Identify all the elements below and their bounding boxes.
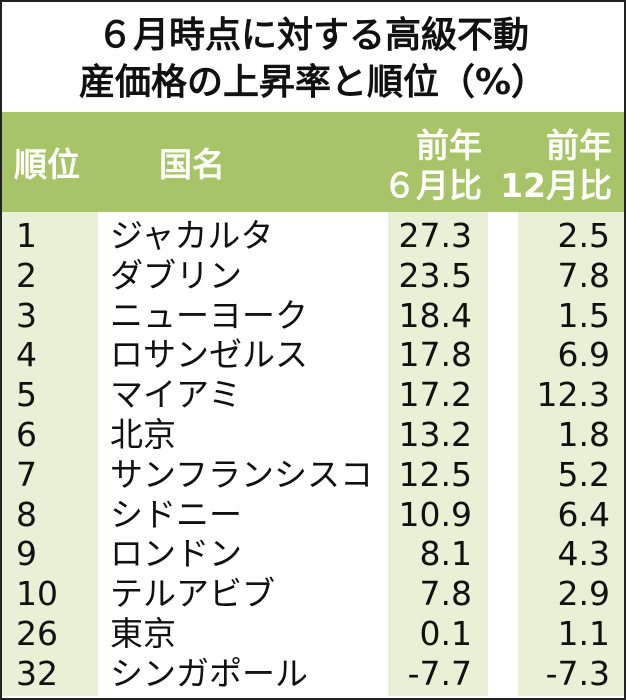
yoy-june-value-cell: 17.8 xyxy=(398,335,472,375)
table-row: 1 ジャカルタ 27.3 2.5 xyxy=(2,216,624,256)
header-yoy-june-line1: 前年 xyxy=(416,126,482,165)
rank-cell: 8 xyxy=(16,494,37,534)
table-body: 1 ジャカルタ 27.3 2.5 2 ダブリン 23.5 7.8 3 ニューヨーク 18.4 1.5 4… xyxy=(2,216,624,694)
yoy-december-value-cell: 7.8 xyxy=(557,255,610,295)
yoy-december-value-cell: 6.9 xyxy=(557,335,610,375)
city-name-cell: ロサンゼルス xyxy=(110,335,308,375)
yoy-december-value-cell: 1.8 xyxy=(557,414,610,454)
table-row: 4 ロサンゼルス 17.8 6.9 xyxy=(2,335,624,375)
yoy-december-value-cell: 1.1 xyxy=(557,613,610,653)
rank-cell: 9 xyxy=(16,534,37,574)
rank-cell: 7 xyxy=(16,454,37,494)
rank-cell: 26 xyxy=(16,613,58,653)
city-name-cell: サンフランシスコ xyxy=(110,454,374,494)
yoy-june-value-cell: 13.2 xyxy=(398,414,472,454)
yoy-december-value-cell: 2.5 xyxy=(557,216,610,255)
yoy-june-value-cell: 17.2 xyxy=(398,375,472,415)
table-row: 2 ダブリン 23.5 7.8 xyxy=(2,256,624,296)
header-rank: 順位 xyxy=(14,145,80,184)
yoy-december-column-background xyxy=(518,212,624,696)
city-name-cell: テルアビブ xyxy=(110,574,275,614)
city-name-cell: 北京 xyxy=(110,414,176,454)
city-name-cell: ダブリン xyxy=(110,255,242,295)
title-line-1: ６月時点に対する高級不動 xyxy=(96,15,529,56)
rank-cell: 3 xyxy=(16,295,37,335)
yoy-june-value-cell: 0.1 xyxy=(419,613,472,653)
city-name-cell: ジャカルタ xyxy=(110,216,274,255)
rank-column-background xyxy=(2,212,98,696)
table-row: 7 サンフランシスコ 12.5 5.2 xyxy=(2,455,624,495)
header-name: 国名 xyxy=(159,145,225,184)
table-header: 順位 国名 前年 ６月比 前年 12月比 xyxy=(2,112,624,212)
rank-cell: 10 xyxy=(16,574,58,614)
header-yoy-june-line2: ６月比 xyxy=(383,166,482,205)
yoy-june-value-cell: 23.5 xyxy=(398,255,472,295)
city-name-cell: シンガポール xyxy=(110,653,308,693)
table-row: 9 ロンドン 8.1 4.3 xyxy=(2,534,624,574)
yoy-june-value-cell: 10.9 xyxy=(398,494,472,534)
header-yoy-december-line1: 前年 xyxy=(546,126,612,165)
yoy-june-value-cell: 27.3 xyxy=(398,216,472,255)
yoy-june-value-cell: 8.1 xyxy=(419,534,472,574)
table-row: 6 北京 13.2 1.8 xyxy=(2,415,624,455)
city-name-cell: ニューヨーク xyxy=(110,295,308,335)
yoy-december-value-cell: 6.4 xyxy=(557,494,610,534)
title-line-2: 産価格の上昇率と順位（%） xyxy=(78,62,548,103)
rank-cell: 2 xyxy=(16,255,37,295)
rank-cell: 4 xyxy=(16,335,37,375)
yoy-june-value-cell: 12.5 xyxy=(398,454,472,494)
yoy-december-value-cell: 2.9 xyxy=(557,574,610,614)
table-row: 8 シドニー 10.9 6.4 xyxy=(2,495,624,535)
header-yoy-december: 前年 12月比 xyxy=(500,126,612,206)
table-row: 32 シンガポール -7.7 -7.3 xyxy=(2,654,624,694)
rank-cell: 32 xyxy=(16,653,58,693)
yoy-june-value-cell: 18.4 xyxy=(398,295,472,335)
yoy-december-value-cell: -7.3 xyxy=(545,653,610,693)
city-name-cell: マイアミ xyxy=(110,375,242,415)
table-row: 5 マイアミ 17.2 12.3 xyxy=(2,375,624,415)
city-name-cell: シドニー xyxy=(110,494,242,534)
city-name-cell: ロンドン xyxy=(110,534,242,574)
table-row: 3 ニューヨーク 18.4 1.5 xyxy=(2,296,624,336)
city-name-cell: 東京 xyxy=(110,613,176,653)
yoy-june-column-background xyxy=(388,212,488,696)
table-row: 26 東京 0.1 1.1 xyxy=(2,614,624,654)
rank-cell: 1 xyxy=(16,216,37,255)
header-yoy-june: 前年 ６月比 xyxy=(383,126,482,206)
yoy-december-value-cell: 1.5 xyxy=(557,295,610,335)
yoy-june-value-cell: -7.7 xyxy=(407,653,472,693)
chart-title: ６月時点に対する高級不動 産価格の上昇率と順位（%） xyxy=(2,12,624,106)
yoy-december-value-cell: 4.3 xyxy=(557,534,610,574)
yoy-december-value-cell: 12.3 xyxy=(536,375,610,415)
header-yoy-december-line2: 12月比 xyxy=(500,166,612,205)
table-row: 10 テルアビブ 7.8 2.9 xyxy=(2,574,624,614)
yoy-december-value-cell: 5.2 xyxy=(557,454,610,494)
rank-cell: 5 xyxy=(16,375,37,415)
rank-cell: 6 xyxy=(16,414,37,454)
yoy-june-value-cell: 7.8 xyxy=(419,574,472,614)
